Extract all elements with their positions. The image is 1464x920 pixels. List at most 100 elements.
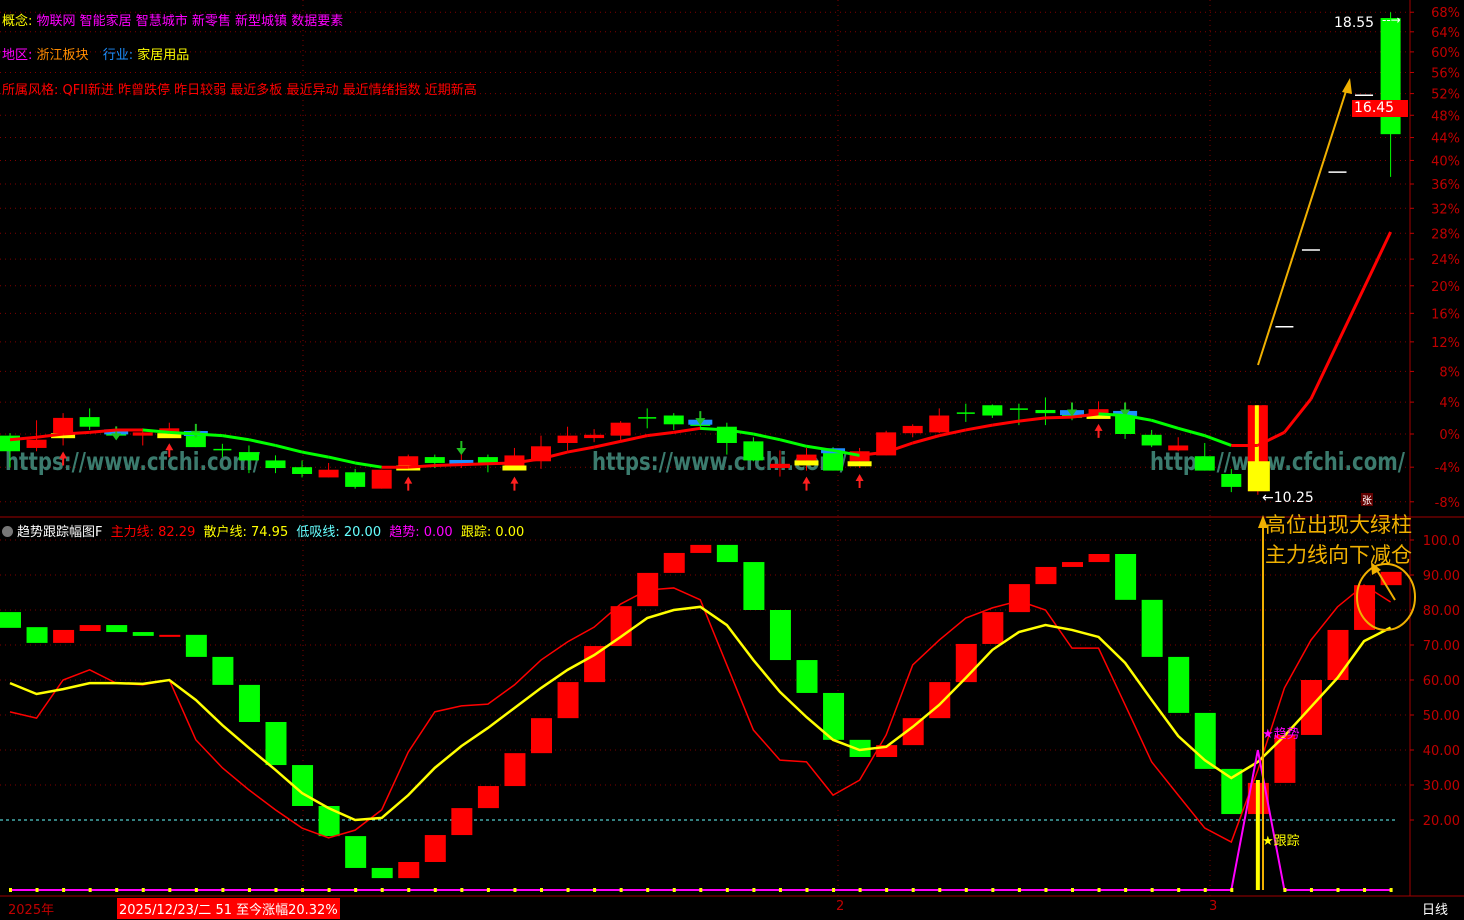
low-price-label: ←10.25: [1262, 490, 1314, 506]
blue-mark: [449, 459, 474, 465]
indicator-title[interactable]: 趋势跟踪幅图F: [17, 525, 103, 540]
trend-dot: [354, 888, 358, 892]
period-button[interactable]: 日线: [1422, 903, 1449, 918]
candle-body: [849, 451, 870, 462]
candle-stripe: [1247, 405, 1252, 464]
indicator-pane[interactable]: [0, 544, 1402, 892]
buy-arrow-icon: [165, 443, 174, 458]
trend-dot: [1363, 888, 1367, 892]
trend-dot: [911, 888, 915, 892]
candle-body: [504, 455, 525, 466]
region-value[interactable]: 浙江板块: [36, 48, 89, 63]
candle-body: [1115, 413, 1136, 434]
indicator-bar: [743, 562, 765, 610]
price-axis-label: 56%: [1431, 66, 1460, 81]
indicator-axis-label: 20.00: [1423, 814, 1460, 829]
price-axis-label: 32%: [1431, 202, 1460, 217]
trend-line-segment: [540, 450, 568, 461]
indicator-bar: [371, 867, 393, 879]
trend-dot: [1177, 888, 1181, 892]
trend-dot: [247, 888, 251, 892]
trend-line-segment: [408, 463, 435, 469]
indicator-bar: [1141, 599, 1163, 657]
collapse-icon[interactable]: [2, 526, 13, 537]
indicator-axis-label: 80.00: [1423, 604, 1460, 619]
trend-dot: [168, 888, 172, 892]
indicator-bar: [318, 806, 340, 837]
indicator-bar: [132, 632, 154, 636]
trend-line-segment: [992, 419, 1020, 427]
badge-box[interactable]: [1361, 493, 1373, 506]
trend-dot: [619, 888, 623, 892]
trend-dot: [327, 888, 331, 892]
trend-line-segment: [1204, 434, 1232, 447]
trend-line-segment: [593, 439, 621, 449]
trend-dot: [115, 888, 119, 892]
yellow-mark: [1086, 413, 1111, 419]
indicator-bar: [238, 684, 260, 722]
industry-value[interactable]: 家居用品: [137, 48, 190, 63]
indicator-bar: [663, 552, 685, 573]
indicator-header: 趋势跟踪幅图F 主力线: 82.29 散户线: 74.95 低吸线: 20.00…: [2, 521, 528, 540]
industry-label: 行业:: [102, 48, 134, 63]
indicator-bar: [876, 745, 898, 757]
indicator-bar: [557, 682, 579, 719]
trend-dot: [991, 888, 995, 892]
price-axis-label: 24%: [1431, 253, 1460, 268]
high-pointer-icon: --→: [1382, 13, 1401, 27]
candle-body: [1168, 445, 1189, 451]
grid-lines: [0, 0, 1410, 896]
price-axis-label: 28%: [1431, 227, 1460, 242]
concept-values[interactable]: 物联网 智能家居 智慧城市 新零售 新型城镇 数据要素: [36, 14, 344, 29]
sell-arrow-icon: [111, 426, 122, 441]
candle-yellow-block: [1247, 461, 1270, 492]
trend-dot: [885, 888, 889, 892]
trend-line-segment: [301, 450, 329, 459]
candle-body: [743, 441, 764, 461]
trend-dot: [540, 888, 543, 892]
annotation-line-2: 主力线向下减仓: [1265, 543, 1412, 567]
price-axis-label: 40%: [1431, 154, 1460, 169]
style-values[interactable]: QFII新进 昨曾跌停 昨日较弱 最近多板 最近异动 最近情绪指数 近期新高: [62, 83, 477, 98]
trend-line-segment: [487, 461, 515, 466]
watermark-text: https://www.cfchi.com/: [1150, 447, 1406, 476]
yellow-mark: [794, 460, 819, 466]
highlight-circle: [1356, 563, 1416, 631]
trend-dot: [407, 888, 411, 892]
indicator-bar: [1354, 585, 1376, 630]
price-axis-label: 52%: [1431, 88, 1460, 103]
indicator-bar: [982, 612, 1004, 644]
candle-body: [1141, 434, 1162, 446]
trend-dot: [805, 888, 809, 892]
price-axis-label: 48%: [1431, 109, 1460, 124]
candle-body: [902, 425, 923, 434]
trend-line-segment: [1045, 415, 1073, 420]
indicator-bar: [212, 656, 234, 685]
badge-label[interactable]: 张: [1362, 495, 1372, 507]
trend-dot: [486, 888, 490, 892]
trend-dot: [1203, 888, 1207, 892]
candle-body: [53, 417, 74, 434]
indicator-bar: [823, 692, 845, 740]
trend-dot: [1017, 888, 1021, 892]
trend-line-segment: [938, 428, 967, 438]
trend-line-segment: [328, 455, 356, 465]
indicator-bar: [1035, 566, 1057, 585]
trend-line-segment: [222, 434, 250, 442]
trend-line-segment: [275, 444, 303, 454]
candle-body: [371, 469, 392, 489]
trend-dot: [964, 888, 968, 892]
trend-dot: [1071, 888, 1074, 892]
trend-dot: [778, 888, 782, 892]
trend-line-segment: [1257, 431, 1286, 447]
indicator-bar: [584, 646, 606, 683]
sell-arrow-icon: [695, 411, 706, 426]
last-price-tag: 16.45: [1352, 100, 1408, 117]
trend-dot: [832, 888, 836, 892]
price-axis-label: 4%: [1439, 396, 1460, 411]
trend-dot: [1124, 888, 1128, 892]
candle-body: [159, 428, 180, 434]
indicator-bar: [1221, 768, 1243, 815]
indicator-bar: [769, 610, 791, 661]
